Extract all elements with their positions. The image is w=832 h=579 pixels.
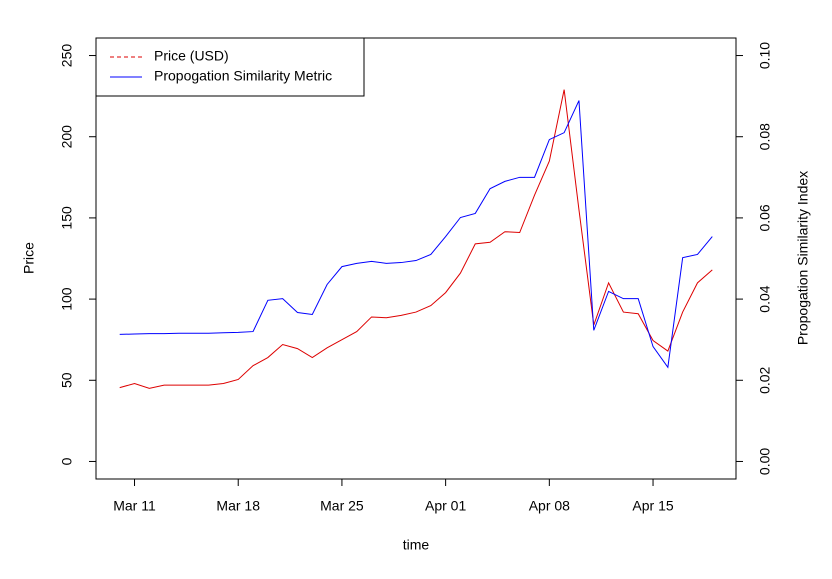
y-tick-label: 150 (59, 206, 75, 230)
x-tick-label: Mar 25 (320, 498, 364, 514)
y-tick-label: 50 (59, 372, 75, 388)
legend-label: Propogation Similarity Metric (154, 68, 332, 84)
x-axis-label: time (403, 537, 430, 553)
plot-box (95, 37, 737, 480)
legend-label: Price (USD) (154, 48, 229, 64)
x-tick-label: Mar 18 (216, 498, 260, 514)
y2-tick-label: 0.10 (757, 42, 773, 69)
y-axis-label: Price (21, 242, 37, 274)
y-tick-label: 100 (59, 287, 75, 311)
y-tick-label: 250 (59, 44, 75, 68)
y2-tick-label: 0.00 (757, 448, 773, 475)
series-line (119, 100, 713, 369)
series-line (119, 89, 713, 389)
y-tick-label: 0 (59, 457, 75, 465)
x-tick-label: Apr 01 (425, 498, 466, 514)
x-tick-label: Mar 11 (113, 498, 156, 514)
y-tick-label: 200 (59, 125, 75, 149)
y2-axis-label: Propogation Similarity Index (795, 171, 811, 345)
legend-box (95, 37, 365, 97)
y2-tick-label: 0.06 (757, 204, 773, 231)
y2-tick-label: 0.04 (757, 285, 773, 312)
x-tick-label: Apr 08 (529, 498, 570, 514)
y2-tick-label: 0.08 (757, 123, 773, 150)
x-tick-label: Apr 15 (632, 498, 673, 514)
y2-tick-label: 0.02 (757, 366, 773, 393)
